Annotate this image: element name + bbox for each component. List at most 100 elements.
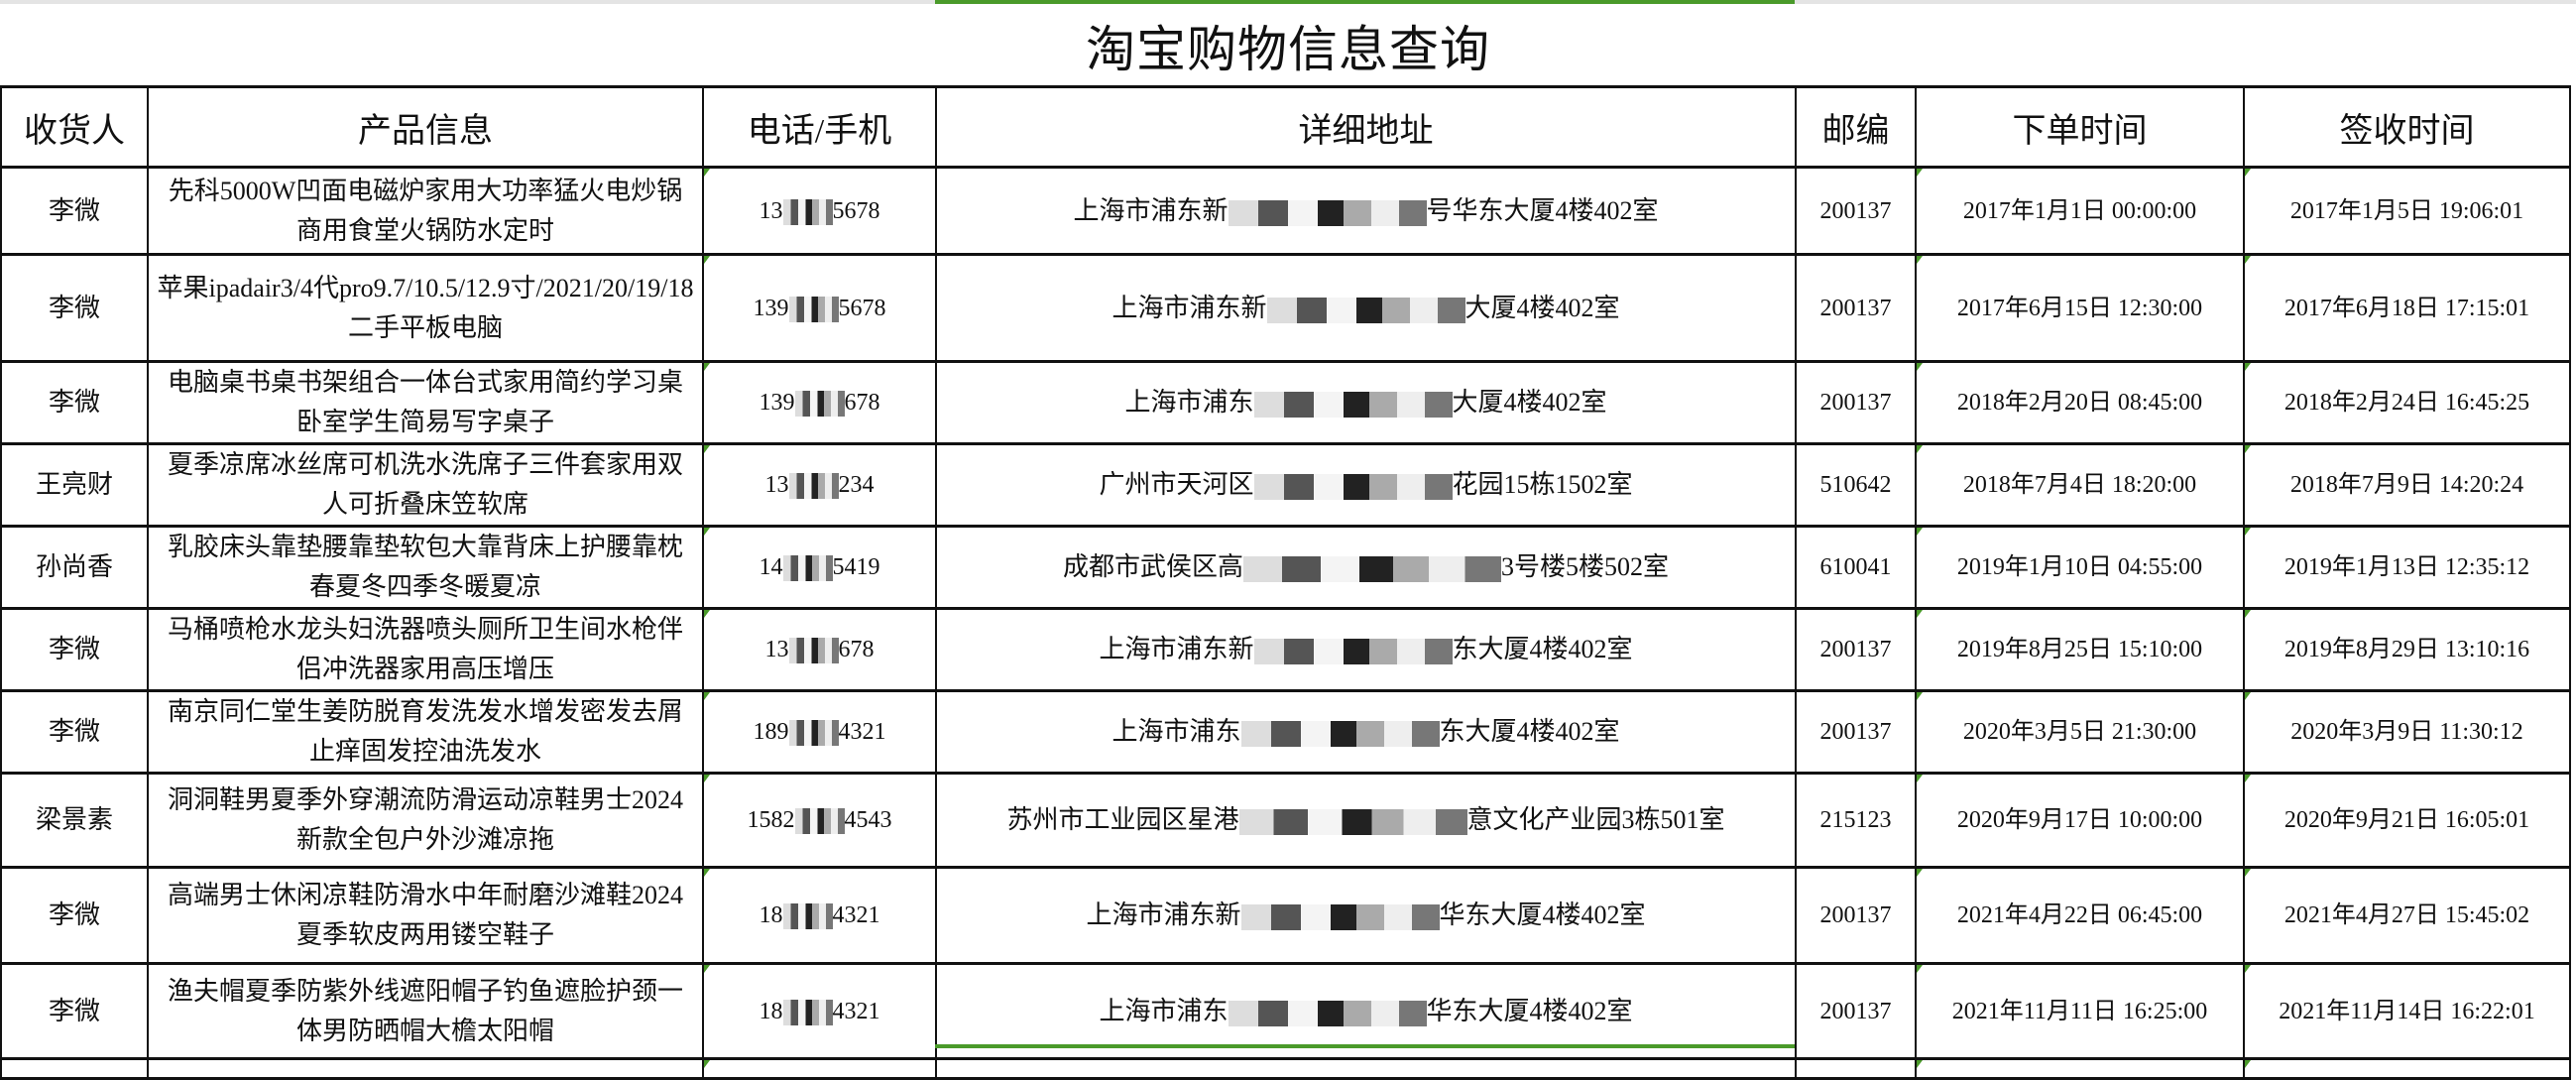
sign-time-cell[interactable]: 2021年4月27日 15:45:02 [2243, 866, 2571, 965]
order-time-cell[interactable]: 2018年2月20日 08:45:00 [1915, 360, 2245, 445]
phone-cell[interactable]: 18 4321 [702, 866, 937, 965]
phone-cell[interactable]: 18 4321 [702, 962, 937, 1060]
zip-cell[interactable]: 200137 [1795, 360, 1917, 445]
zip-cell[interactable]: 200137 [1795, 866, 1917, 965]
zip-cell[interactable]: 200137 [1795, 607, 1917, 692]
sign-time-cell[interactable]: 2021年11月14日 16:22:01 [2243, 962, 2571, 1060]
phone-cell[interactable]: 13 234 [702, 442, 937, 528]
recipient-cell[interactable]: 李微 [0, 166, 149, 256]
sign-time-cell[interactable]: 2018年2月24日 16:45:25 [2243, 360, 2571, 445]
phone-cell[interactable]: 14 5419 [702, 525, 937, 610]
sign-time-cell[interactable]: 2017年1月5日 19:06:01 [2243, 166, 2571, 256]
header-sign-time[interactable]: 签收时间 [2243, 85, 2571, 169]
recipient-cell[interactable]: 孙尚香 [0, 525, 149, 610]
order-time-cell[interactable]: 2020年9月17日 10:00:00 [1915, 772, 2245, 869]
empty-cell[interactable] [2243, 1057, 2571, 1080]
order-time-cell[interactable]: 2018年7月4日 18:20:00 [1915, 442, 2245, 528]
address-cell[interactable]: 上海市浦东 大厦4楼402室 [935, 360, 1797, 445]
recipient-cell[interactable]: 王亮财 [0, 442, 149, 528]
order-time-cell[interactable]: 2017年1月1日 00:00:00 [1915, 166, 2245, 256]
product-cell[interactable]: 电脑桌书桌书架组合一体台式家用简约学习桌卧室学生简易写字桌子 [147, 360, 704, 445]
table-row: 李微 马桶喷枪水龙头妇洗器喷头厕所卫生间水枪伴侣冲洗器家用高压增压 13 678 上海市… [0, 607, 2571, 692]
phone-cell[interactable]: 139 5678 [702, 253, 937, 363]
recipient-cell[interactable]: 李微 [0, 360, 149, 445]
address-cell[interactable]: 苏州市工业园区星港 意文化产业园3栋501室 [935, 772, 1797, 869]
address-cell[interactable]: 广州市天河区 花园15栋1502室 [935, 442, 1797, 528]
order-time-cell[interactable]: 2017年6月15日 12:30:00 [1915, 253, 2245, 363]
phone-cell[interactable]: 189 4321 [702, 689, 937, 775]
address-cell[interactable]: 上海市浦东新 华东大厦4楼402室 [935, 866, 1797, 965]
recipient-name: 李微 [48, 635, 100, 663]
product-cell[interactable]: 乳胶床头靠垫腰靠垫软包大靠背床上护腰靠枕春夏冬四季冬暖夏凉 [147, 525, 704, 610]
phone-redaction [794, 808, 845, 835]
recipient-cell[interactable]: 李微 [0, 962, 149, 1060]
zip-cell[interactable]: 200137 [1795, 166, 1917, 256]
header-order-time[interactable]: 下单时间 [1915, 85, 2245, 169]
zip-cell[interactable]: 510642 [1795, 442, 1917, 528]
order-time-cell[interactable]: 2020年3月5日 21:30:00 [1915, 689, 2245, 775]
address-cell[interactable]: 上海市浦东新 号华东大厦4楼402室 [935, 166, 1797, 256]
sign-time-cell[interactable]: 2020年9月21日 16:05:01 [2243, 772, 2571, 869]
phone-cell[interactable]: 13 5678 [702, 166, 937, 256]
address-cell[interactable]: 上海市浦东 东大厦4楼402室 [935, 689, 1797, 775]
header-address[interactable]: 详细地址 [935, 85, 1797, 169]
empty-cell[interactable] [147, 1057, 704, 1080]
empty-cell[interactable] [1795, 1057, 1917, 1080]
empty-cell[interactable] [0, 1057, 149, 1080]
recipient-cell[interactable]: 李微 [0, 253, 149, 363]
address-cell[interactable]: 上海市浦东新 东大厦4楼402室 [935, 607, 1797, 692]
address-redaction [1228, 1000, 1427, 1026]
zip-cell[interactable]: 200137 [1795, 689, 1917, 775]
product-cell[interactable]: 夏季凉席冰丝席可机洗水洗席子三件套家用双人可折叠床笠软席 [147, 442, 704, 528]
order-time-cell[interactable]: 2021年11月11日 16:25:00 [1915, 962, 2245, 1060]
recipient-name: 梁景素 [35, 805, 113, 834]
phone-cell[interactable]: 139 678 [702, 360, 937, 445]
order-time-cell[interactable]: 2021年4月22日 06:45:00 [1915, 866, 2245, 965]
phone-cell[interactable]: 1582 4543 [702, 772, 937, 869]
zip-cell[interactable]: 610041 [1795, 525, 1917, 610]
recipient-cell[interactable]: 李微 [0, 689, 149, 775]
phone-visible-start: 14 [759, 554, 783, 580]
product-cell[interactable]: 渔夫帽夏季防紫外线遮阳帽子钓鱼遮脸护颈一体男防晒帽大檐太阳帽 [147, 962, 704, 1060]
text-number-indicator-icon [2246, 693, 2251, 700]
address-visible-end: 号华东大厦4楼402室 [1426, 195, 1659, 225]
order-time-cell[interactable]: 2019年8月25日 15:10:00 [1915, 607, 2245, 692]
recipient-cell[interactable]: 李微 [0, 607, 149, 692]
sign-time-cell[interactable]: 2017年6月18日 17:15:01 [2243, 253, 2571, 363]
phone-cell[interactable]: 13 678 [702, 607, 937, 692]
product-cell[interactable]: 苹果ipadair3/4代pro9.7/10.5/12.9寸/2021/20/1… [147, 253, 704, 363]
sign-time-cell[interactable]: 2020年3月9日 11:30:12 [2243, 689, 2571, 775]
zip-cell[interactable]: 200137 [1795, 962, 1917, 1060]
address-redaction [1253, 474, 1453, 501]
text-number-indicator-icon [705, 693, 710, 700]
header-product[interactable]: 产品信息 [147, 85, 704, 169]
order-time-cell[interactable]: 2019年1月10日 04:55:00 [1915, 525, 2245, 610]
product-cell[interactable]: 马桶喷枪水龙头妇洗器喷头厕所卫生间水枪伴侣冲洗器家用高压增压 [147, 607, 704, 692]
empty-cell[interactable] [1915, 1057, 2245, 1080]
zip-cell[interactable]: 215123 [1795, 772, 1917, 869]
zip-cell[interactable]: 200137 [1795, 253, 1917, 363]
header-recipient[interactable]: 收货人 [0, 85, 149, 169]
phone-redaction [788, 473, 839, 500]
sign-time-cell[interactable]: 2018年7月9日 14:20:24 [2243, 442, 2571, 528]
order-time: 2017年6月15日 12:30:00 [1956, 295, 2203, 321]
text-number-indicator-icon [2246, 966, 2251, 973]
product-info: 高端男士休闲凉鞋防滑水中年耐磨沙滩鞋2024夏季软皮两用镂空鞋子 [167, 881, 683, 949]
product-cell[interactable]: 高端男士休闲凉鞋防滑水中年耐磨沙滩鞋2024夏季软皮两用镂空鞋子 [147, 866, 704, 965]
recipient-cell[interactable]: 梁景素 [0, 772, 149, 869]
recipient-cell[interactable]: 李微 [0, 866, 149, 965]
product-info: 先科5000W凹面电磁炉家用大功率猛火电炒锅商用食堂火锅防水定时 [168, 176, 683, 245]
address-cell[interactable]: 上海市浦东 华东大厦4楼402室 [935, 962, 1797, 1060]
empty-cell[interactable] [702, 1057, 937, 1080]
sign-time-cell[interactable]: 2019年8月29日 13:10:16 [2243, 607, 2571, 692]
text-number-indicator-icon [2246, 364, 2251, 371]
product-cell[interactable]: 先科5000W凹面电磁炉家用大功率猛火电炒锅商用食堂火锅防水定时 [147, 166, 704, 256]
header-phone[interactable]: 电话/手机 [702, 85, 937, 169]
empty-cell[interactable] [935, 1057, 1797, 1080]
product-cell[interactable]: 南京同仁堂生姜防脱育发洗发水增发密发去屑止痒固发控油洗发水 [147, 689, 704, 775]
address-cell[interactable]: 上海市浦东新 大厦4楼402室 [935, 253, 1797, 363]
sign-time-cell[interactable]: 2019年1月13日 12:35:12 [2243, 525, 2571, 610]
product-cell[interactable]: 洞洞鞋男夏季外穿潮流防滑运动凉鞋男士2024新款全包户外沙滩凉拖 [147, 772, 704, 869]
address-cell[interactable]: 成都市武侯区高 3号楼5楼502室 [935, 525, 1797, 610]
header-zip[interactable]: 邮编 [1795, 85, 1917, 169]
